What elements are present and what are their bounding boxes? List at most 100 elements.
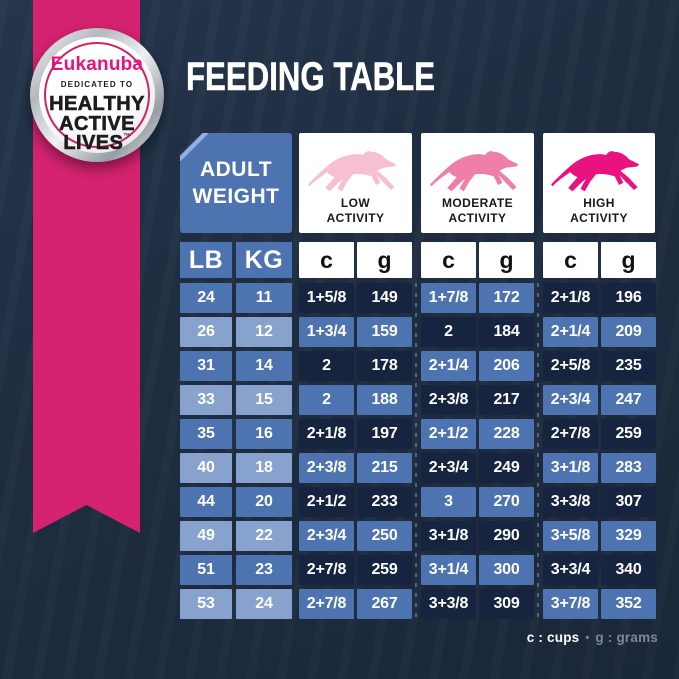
cell-kg: 15	[236, 385, 292, 415]
cell-low-cups: 2	[299, 351, 354, 381]
table-row: 49 22 2+3/4 250 3+1/8 290 3+5/8 329	[180, 521, 656, 551]
cell-low-cups: 2+3/8	[299, 453, 354, 483]
cell-low-grams: 233	[357, 487, 412, 517]
cell-mod-cups: 2	[421, 317, 476, 347]
cell-lb: 31	[180, 351, 232, 381]
cell-high-grams: 329	[601, 521, 656, 551]
high-activity-header: HIGH ACTIVITY	[543, 133, 655, 233]
cell-high-grams: 307	[601, 487, 656, 517]
cell-kg: 14	[236, 351, 292, 381]
cell-high-grams: 283	[601, 453, 656, 483]
cell-kg: 11	[236, 283, 292, 313]
cell-low-grams: 159	[357, 317, 412, 347]
cell-low-cups: 2+7/8	[299, 589, 354, 619]
cell-high-grams: 247	[601, 385, 656, 415]
running-dog-icon	[307, 151, 396, 192]
cell-low-grams: 188	[357, 385, 412, 415]
cell-mod-grams: 270	[479, 487, 534, 517]
cell-lb: 40	[180, 453, 232, 483]
low-activity-header: LOW ACTIVITY	[299, 133, 412, 233]
cell-low-cups: 2+1/8	[299, 419, 354, 449]
col-header-low-cups: c	[299, 242, 354, 278]
cell-low-grams: 215	[357, 453, 412, 483]
weight-label: WEIGHT	[192, 185, 280, 208]
cell-high-grams: 196	[601, 283, 656, 313]
cell-kg: 16	[236, 419, 292, 449]
cell-kg: 18	[236, 453, 292, 483]
cell-low-grams: 149	[357, 283, 412, 313]
table-row: 40 18 2+3/8 215 2+3/4 249 3+1/8 283	[180, 453, 656, 483]
cell-kg: 22	[236, 521, 292, 551]
badge-tagline: DEDICATED TO	[60, 80, 134, 89]
table-body: 24 11 1+5/8 149 1+7/8 172 2+1/8 196 26 12 1+3/4 159…	[180, 283, 656, 619]
cell-high-cups: 3+7/8	[543, 589, 598, 619]
group-divider-dashed	[415, 283, 417, 619]
brand-wordmark: Eukanuba	[50, 54, 144, 75]
table-row: 35 16 2+1/8 197 2+1/2 228 2+7/8 259	[180, 419, 656, 449]
cell-lb: 33	[180, 385, 232, 415]
badge-lives-text: LIVES	[63, 132, 124, 155]
cell-kg: 20	[236, 487, 292, 517]
table-row: 44 20 2+1/2 233 3 270 3+3/8 307	[180, 487, 656, 517]
cell-mod-cups: 2+1/4	[421, 351, 476, 381]
label-line1: HIGH	[583, 196, 615, 210]
units-legend: c : cups • g : grams	[527, 630, 658, 645]
cell-mod-cups: 2+3/8	[421, 385, 476, 415]
label-line2: ACTIVITY	[326, 211, 385, 225]
feeding-table: ADULT WEIGHT LOW ACTIVITY MODERATE AC	[180, 133, 656, 623]
cell-kg: 24	[236, 589, 292, 619]
low-activity-label: LOW ACTIVITY	[327, 196, 385, 226]
badge-line-healthy: HEALTHY	[49, 93, 145, 115]
table-row: 33 15 2 188 2+3/8 217 2+3/4 247	[180, 385, 656, 415]
cell-low-cups: 2+3/4	[299, 521, 354, 551]
activity-header-row: ADULT WEIGHT LOW ACTIVITY MODERATE AC	[180, 133, 656, 233]
cell-lb: 49	[180, 521, 232, 551]
col-header-mod-grams: g	[479, 242, 534, 278]
high-activity-label: HIGH ACTIVITY	[570, 196, 628, 226]
cell-mod-cups: 2+1/2	[421, 419, 476, 449]
cell-mod-grams: 184	[479, 317, 534, 347]
cell-high-grams: 340	[601, 555, 656, 585]
legend-grams: g : grams	[595, 630, 658, 645]
cell-low-cups: 2+7/8	[299, 555, 354, 585]
label-line2: ACTIVITY	[448, 211, 507, 225]
cell-high-grams: 235	[601, 351, 656, 381]
col-header-lb: LB	[180, 242, 232, 278]
table-row: 51 23 2+7/8 259 3+1/4 300 3+3/4 340	[180, 555, 656, 585]
cell-low-grams: 259	[357, 555, 412, 585]
cell-mod-cups: 2+3/4	[421, 453, 476, 483]
cell-mod-cups: 1+7/8	[421, 283, 476, 313]
cell-low-cups: 2	[299, 385, 354, 415]
cell-lb: 44	[180, 487, 232, 517]
unit-header-row: LB KG c g c g c g	[180, 242, 656, 278]
col-header-kg: KG	[236, 242, 292, 278]
cell-high-cups: 2+1/4	[543, 317, 598, 347]
cell-mod-grams: 172	[479, 283, 534, 313]
cell-mod-cups: 3+1/8	[421, 521, 476, 551]
cell-lb: 53	[180, 589, 232, 619]
label-line1: LOW	[340, 196, 371, 210]
col-header-high-cups: c	[543, 242, 598, 278]
legend-separator-dot: •	[585, 631, 590, 644]
cell-mod-grams: 300	[479, 555, 534, 585]
label-line1: MODERATE	[442, 196, 513, 210]
label-line2: ACTIVITY	[570, 211, 628, 225]
cell-mod-grams: 228	[479, 419, 534, 449]
table-row: 53 24 2+7/8 267 3+3/8 309 3+7/8 352	[180, 589, 656, 619]
cell-low-grams: 178	[357, 351, 412, 381]
cell-high-cups: 2+1/8	[543, 283, 598, 313]
badge-pink-ring	[44, 42, 150, 148]
col-header-low-grams: g	[357, 242, 412, 278]
cell-high-cups: 3+1/8	[543, 453, 598, 483]
cell-mod-cups: 3+3/8	[421, 589, 476, 619]
cell-high-cups: 3+3/8	[543, 487, 598, 517]
badge-text: Eukanuba DEDICATED TO HEALTHY ACTIVE LIV…	[30, 28, 164, 162]
cell-high-cups: 2+5/8	[543, 351, 598, 381]
badge-line-active: ACTIVE	[59, 112, 135, 135]
group-divider-dashed	[537, 283, 539, 619]
page-title: FEEDING TABLE	[186, 55, 436, 100]
cell-kg: 12	[236, 317, 292, 347]
badge-line-lives: LIVES™	[63, 132, 130, 155]
col-header-mod-cups: c	[421, 242, 476, 278]
